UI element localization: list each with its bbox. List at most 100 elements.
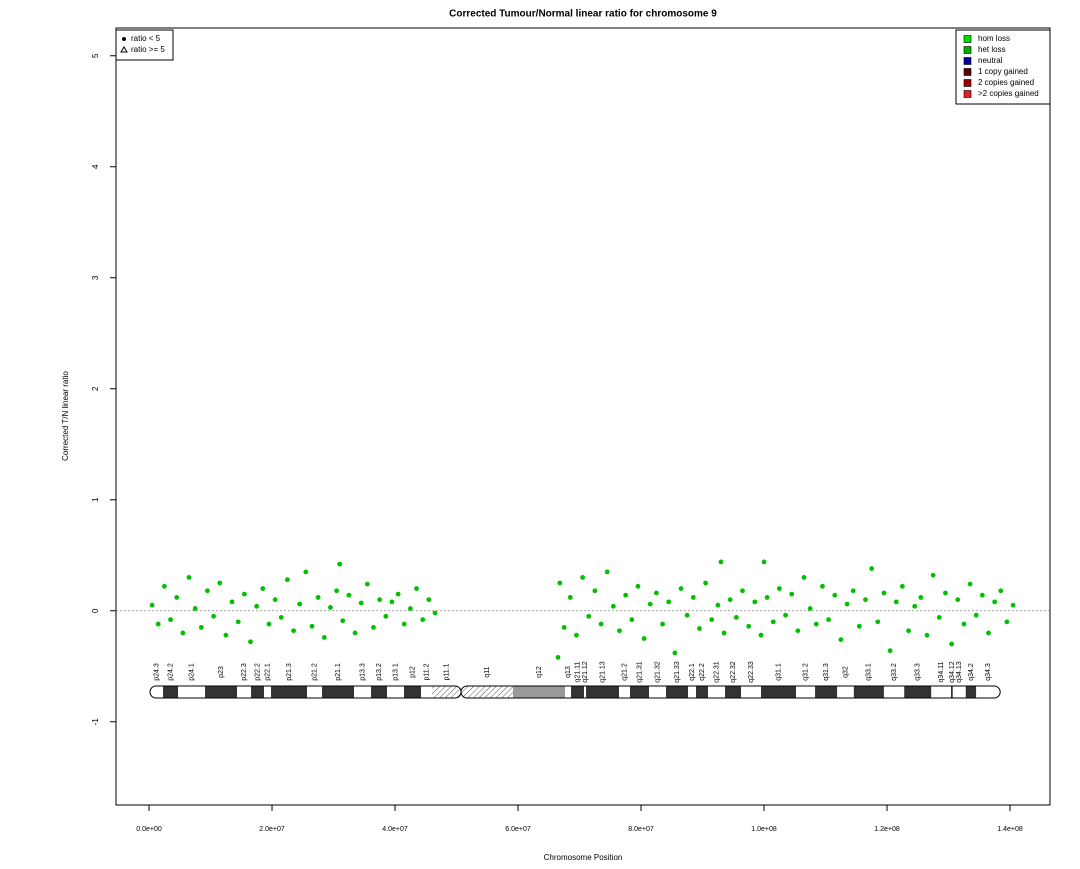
data-point <box>893 599 899 605</box>
data-point <box>943 590 948 596</box>
data-point <box>186 575 192 580</box>
data-point <box>973 612 979 618</box>
x-tick-label: 8.0e+07 <box>628 826 654 833</box>
data-point <box>863 597 868 603</box>
data-point <box>389 599 395 605</box>
data-point <box>727 597 733 603</box>
data-point <box>352 630 358 636</box>
band <box>307 686 323 698</box>
data-point <box>869 566 875 571</box>
legend-swatch <box>963 46 972 54</box>
band-label: p13.2 <box>376 663 383 681</box>
data-point <box>740 588 745 594</box>
data-point <box>149 602 155 608</box>
x-axis-label: Chromosome Position <box>544 853 623 862</box>
data-point <box>180 630 186 636</box>
y-tick-label: 0 <box>91 608 100 613</box>
data-point <box>758 632 764 638</box>
legend-swatch <box>963 90 972 98</box>
band <box>950 686 953 698</box>
data-point <box>703 580 709 586</box>
data-point <box>660 621 665 627</box>
data-point <box>930 572 936 578</box>
data-point <box>561 625 567 630</box>
band <box>630 686 650 698</box>
data-point <box>875 619 881 625</box>
x-tick-label: 1.2e+08 <box>874 826 900 833</box>
legend-swatch <box>963 35 972 43</box>
band <box>952 686 966 698</box>
band <box>432 686 462 698</box>
band-label: q34.11 <box>938 661 945 682</box>
data-point <box>266 621 272 627</box>
band <box>853 686 884 698</box>
data-point <box>610 603 616 609</box>
band <box>707 686 726 698</box>
data-point <box>746 623 752 629</box>
data-point <box>414 586 419 591</box>
data-point <box>961 621 967 627</box>
data-point <box>807 606 813 611</box>
data-point <box>168 617 173 623</box>
data-point <box>241 591 247 597</box>
data-point <box>986 630 991 636</box>
band-label: q21.12 <box>582 661 589 683</box>
data-point <box>567 595 573 600</box>
legend-label: hom loss <box>978 34 1010 43</box>
band <box>883 686 905 698</box>
data-point <box>666 599 672 605</box>
x-tick-label: 1.4e+08 <box>997 826 1023 833</box>
legend-label: 1 copy gained <box>978 67 1028 76</box>
data-point <box>887 648 893 654</box>
data-point <box>912 603 918 609</box>
band-label: p22.2 <box>254 663 261 681</box>
band-label: q21.33 <box>674 661 681 683</box>
data-point <box>697 626 702 631</box>
band <box>796 686 816 698</box>
band <box>205 686 238 698</box>
data-point <box>789 591 795 597</box>
data-point <box>752 599 758 605</box>
band <box>178 686 206 698</box>
data-point <box>629 617 635 623</box>
band <box>815 686 838 698</box>
data-point <box>432 610 438 616</box>
band <box>741 686 762 698</box>
data-point <box>690 595 696 600</box>
data-point <box>358 600 364 606</box>
data-point <box>918 595 924 600</box>
data-point <box>192 606 198 611</box>
data-point <box>377 597 383 603</box>
data-point <box>328 605 333 610</box>
data-point <box>420 617 426 623</box>
plot-frame <box>115 27 1051 806</box>
data-point <box>832 592 838 598</box>
band-label: p24.1 <box>188 663 195 681</box>
legend-label: ratio < 5 <box>131 34 161 43</box>
band <box>965 686 977 698</box>
band-label: q33.3 <box>915 663 922 681</box>
data-point <box>315 595 321 600</box>
data-point <box>321 634 327 640</box>
data-point <box>979 592 985 598</box>
data-point <box>684 612 690 618</box>
data-point <box>155 621 161 627</box>
data-point <box>733 615 739 620</box>
band <box>264 686 272 698</box>
data-point <box>235 619 241 625</box>
data-point <box>297 601 303 607</box>
band-label: q31.3 <box>823 663 830 681</box>
band-label: p13.1 <box>392 663 399 681</box>
data-point <box>408 606 413 611</box>
data-point <box>838 637 844 643</box>
band-label: q22.32 <box>730 661 737 683</box>
data-point <box>709 617 715 623</box>
data-point <box>672 650 678 656</box>
band-label: p24.3 <box>153 663 160 681</box>
data-point <box>248 639 253 645</box>
data-point <box>260 586 266 591</box>
data-point <box>291 628 296 634</box>
ideogram <box>150 686 1001 698</box>
band <box>904 686 932 698</box>
